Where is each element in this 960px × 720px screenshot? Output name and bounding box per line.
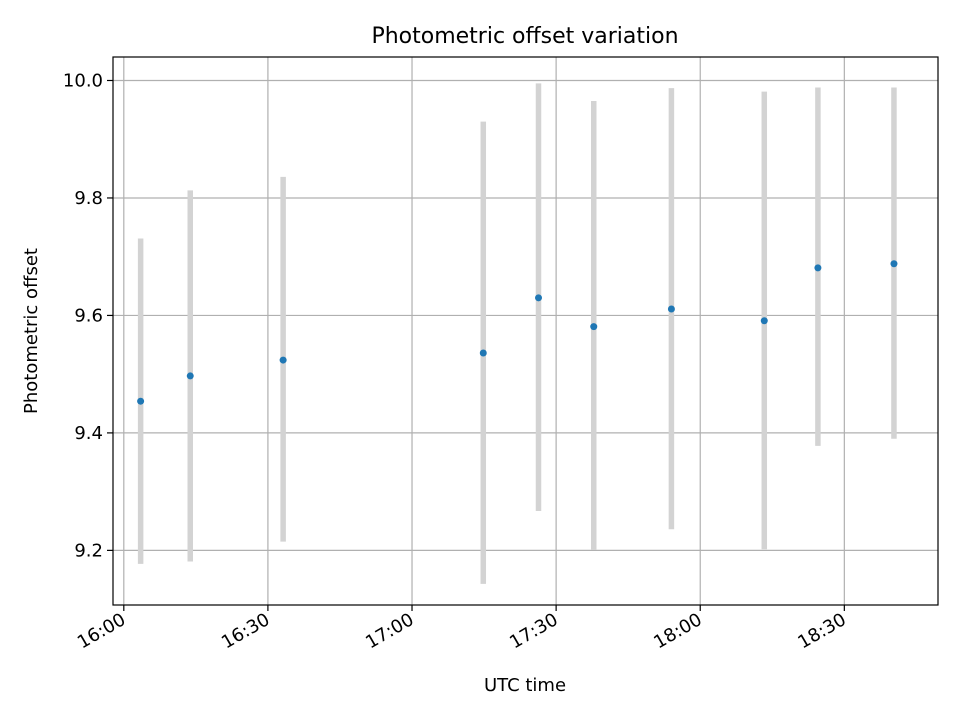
y-tick-label: 9.4: [74, 423, 103, 444]
data-point: [667, 305, 675, 313]
y-tick-label: 9.6: [74, 305, 103, 326]
data-point: [137, 397, 145, 405]
data-point: [760, 317, 768, 325]
chart-title: Photometric offset variation: [371, 24, 678, 49]
y-tick-label: 9.2: [74, 540, 103, 561]
data-point: [186, 372, 194, 380]
y-axis-ticks: 9.2 9.4 9.6 9.8 10.0: [63, 70, 113, 561]
grid: [113, 57, 938, 605]
data-point: [814, 264, 822, 272]
data-points: [137, 260, 898, 405]
data-point: [590, 323, 598, 331]
data-point: [279, 356, 287, 364]
plot-frame: [112, 56, 939, 606]
data-point: [890, 260, 898, 268]
y-axis-label: Photometric offset: [21, 248, 42, 414]
y-tick-label: 9.8: [74, 188, 103, 209]
data-point: [535, 294, 543, 302]
x-axis-label: UTC time: [484, 675, 566, 696]
y-tick-label: 10.0: [63, 70, 103, 91]
data-point: [479, 349, 487, 357]
